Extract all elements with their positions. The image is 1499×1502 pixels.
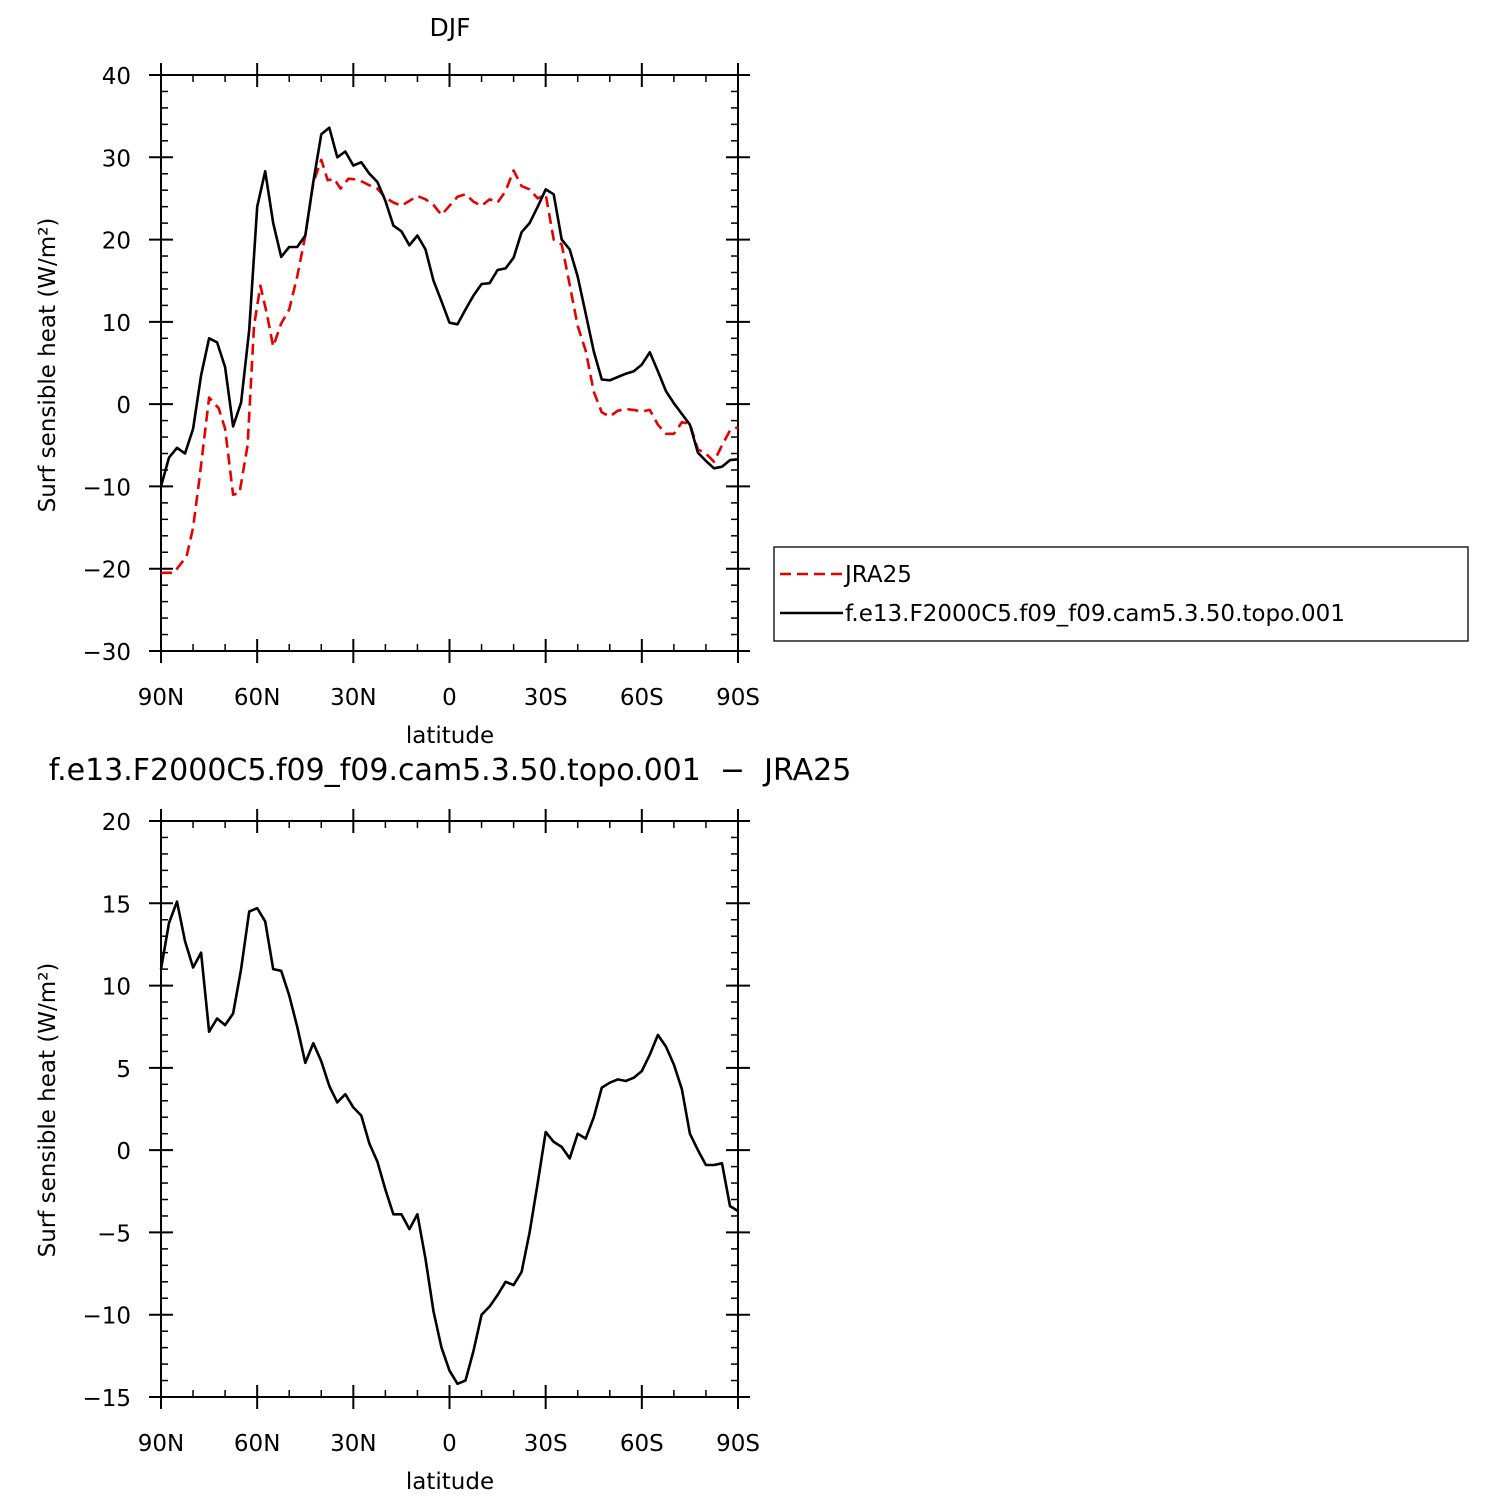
bottom-chart-x-tick-label: 30N [330,1431,376,1457]
bottom-chart-marks: 90N 60N 30N 0 30S 60S 90S 20 15 10 5 0 −5 −10 −15 [82,809,760,1457]
bottom-chart-y-tick-label: 0 [116,1139,131,1165]
bottom-chart-y-tick-label: −5 [97,1221,131,1247]
bottom-chart-y-tick-label: 15 [102,892,131,918]
bottom-chart-x-tick-label: 90N [138,1431,184,1457]
top-chart-frame [160,74,739,652]
top-chart-series-line-0 [161,158,739,575]
top-chart-x-tick-label: 30S [524,685,568,711]
bottom-chart-title: f.e13.F2000C5.f09_f09.cam5.3.50.topo.001… [49,753,852,788]
bottom-chart-y-tick-label: 10 [102,975,131,1001]
bottom-chart-y-axis-label: Surf sensible heat (W/m²) [35,963,61,1258]
top-chart-series-line-1 [159,126,739,487]
top-chart-y-tick-label: −30 [82,640,131,666]
top-chart-x-tick-label: 0 [442,685,457,711]
bottom-chart-x-axis-label: latitude [406,1469,494,1495]
bottom-chart-series-line-0 [159,900,739,1386]
top-chart-panel: DJF 90N 60N 30N 0 30S 60S 90S 40 30 20 10 0 −10 −20 −3… [35,13,760,749]
top-chart-y-tick-label: −20 [82,558,131,584]
top-chart-y-axis-label: Surf sensible heat (W/m²) [35,218,61,513]
top-chart-y-tick-label: 20 [102,229,131,255]
legend-box [773,546,1469,642]
bottom-chart-y-tick-label: −10 [82,1304,131,1330]
bottom-chart-x-tick-label: 90S [716,1431,760,1457]
top-chart-marks: 90N 60N 30N 0 30S 60S 90S 40 30 20 10 0 −10 −20 −30 [82,63,760,711]
top-chart-x-tick-label: 90S [716,685,760,711]
bottom-chart-y-tick-label: 20 [102,810,131,836]
top-chart-x-tick-label: 90N [138,685,184,711]
bottom-chart-panel: f.e13.F2000C5.f09_f09.cam5.3.50.topo.001… [35,753,851,1495]
top-chart-x-tick-label: 60N [234,685,280,711]
bottom-chart-y-tick-label: −15 [82,1386,131,1412]
top-chart-x-tick-label: 30N [330,685,376,711]
legend: JRA25 f.e13.F2000C5.f09_f09.cam5.3.50.to… [773,546,1469,642]
top-chart-y-tick-label: 30 [102,146,131,172]
bottom-chart-x-tick-label: 0 [442,1431,457,1457]
top-chart-x-tick-label: 60S [620,685,664,711]
top-chart-y-tick-label: 10 [102,311,131,337]
legend-label-jra25: JRA25 [843,562,912,588]
bottom-chart-frame [160,820,739,1398]
bottom-chart-x-tick-label: 60S [620,1431,664,1457]
top-chart-title: DJF [429,13,470,42]
top-chart-y-tick-label: 40 [102,64,131,90]
top-chart-y-tick-label: 0 [116,393,131,419]
bottom-chart-y-tick-label: 5 [116,1057,131,1083]
legend-label-model: f.e13.F2000C5.f09_f09.cam5.3.50.topo.001 [845,601,1345,627]
top-chart-x-axis-label: latitude [406,723,494,749]
bottom-chart-x-tick-label: 30S [524,1431,568,1457]
top-chart-y-tick-label: −10 [82,475,131,501]
bottom-chart-x-tick-label: 60N [234,1431,280,1457]
